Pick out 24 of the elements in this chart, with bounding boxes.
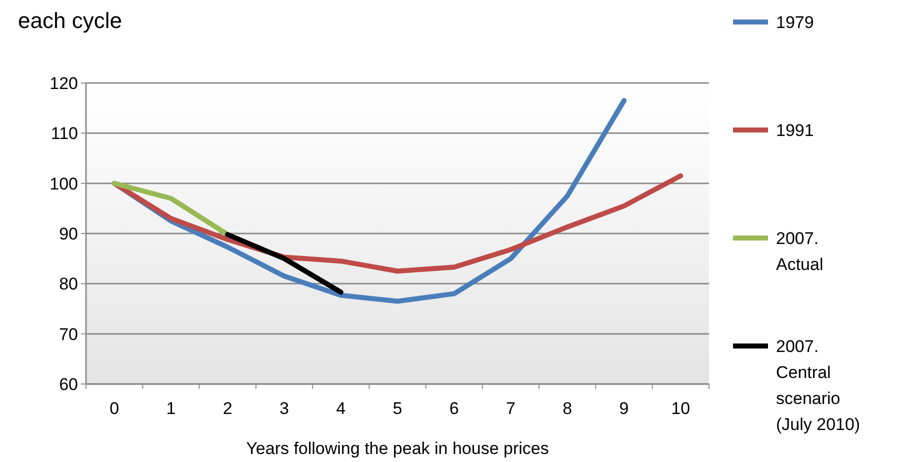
legend-label: 1979 bbox=[776, 13, 814, 32]
x-tick-label: 5 bbox=[392, 399, 402, 418]
y-tick-label: 60 bbox=[59, 374, 78, 394]
legend-label: 1991 bbox=[776, 121, 814, 140]
x-tick-label: 8 bbox=[562, 399, 572, 418]
x-tick-label: 6 bbox=[449, 399, 459, 418]
x-tick-label: 4 bbox=[336, 399, 346, 418]
legend-label: 2007. Central scenario (July 2010) bbox=[776, 337, 860, 434]
x-tick-label: 10 bbox=[671, 399, 690, 418]
x-tick-label: 7 bbox=[506, 399, 516, 418]
chart-title: each cycle bbox=[18, 8, 122, 33]
legend-label: 2007. Actual bbox=[776, 229, 824, 274]
x-tick-label: 3 bbox=[279, 399, 289, 418]
x-tick-label: 0 bbox=[110, 399, 120, 418]
x-tick-label: 2 bbox=[222, 399, 232, 418]
y-tick-label: 70 bbox=[59, 324, 78, 344]
y-tick-label: 120 bbox=[50, 74, 78, 93]
x-tick-label: 1 bbox=[166, 399, 176, 418]
y-tick-label: 100 bbox=[50, 174, 78, 194]
y-tick-label: 90 bbox=[59, 224, 78, 244]
x-tick-label: 9 bbox=[619, 399, 629, 418]
y-tick-label: 80 bbox=[59, 274, 78, 294]
y-tick-label: 110 bbox=[50, 124, 78, 144]
x-axis-title: Years following the peak in house prices bbox=[246, 439, 549, 458]
